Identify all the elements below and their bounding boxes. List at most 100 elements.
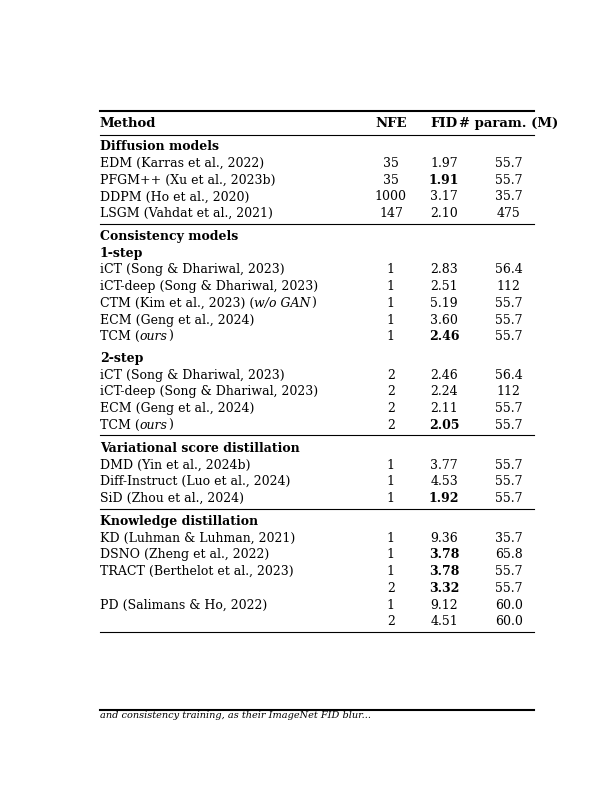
Text: 35: 35 <box>383 173 399 186</box>
Text: 55.7: 55.7 <box>495 475 523 488</box>
Text: 2.11: 2.11 <box>430 402 458 416</box>
Text: 1-step: 1-step <box>100 247 143 260</box>
Text: 35: 35 <box>383 157 399 170</box>
Text: TCM (: TCM ( <box>100 419 140 432</box>
Text: 3.78: 3.78 <box>429 548 459 561</box>
Text: 4.53: 4.53 <box>430 475 458 488</box>
Text: # param. (M): # param. (M) <box>459 117 558 130</box>
Text: EDM (Karras et al., 2022): EDM (Karras et al., 2022) <box>100 157 264 170</box>
Text: 2.46: 2.46 <box>429 330 460 343</box>
Text: Knowledge distillation: Knowledge distillation <box>100 515 258 528</box>
Text: 2.46: 2.46 <box>430 369 458 382</box>
Text: Diffusion models: Diffusion models <box>100 140 219 153</box>
Text: 9.36: 9.36 <box>430 531 458 544</box>
Text: 3.32: 3.32 <box>429 582 459 595</box>
Text: 55.7: 55.7 <box>495 157 523 170</box>
Text: and consistency training, as their ImageNet FID blur...: and consistency training, as their Image… <box>100 711 371 720</box>
Text: TCM (: TCM ( <box>100 330 140 343</box>
Text: Variational score distillation: Variational score distillation <box>100 441 300 455</box>
Text: 35.7: 35.7 <box>495 190 523 203</box>
Text: 1: 1 <box>387 492 395 505</box>
Text: 55.7: 55.7 <box>495 402 523 416</box>
Text: 2.10: 2.10 <box>430 207 458 220</box>
Text: 56.4: 56.4 <box>495 369 523 382</box>
Text: 2.83: 2.83 <box>430 263 458 276</box>
Text: ECM (Geng et al., 2024): ECM (Geng et al., 2024) <box>100 402 254 416</box>
Text: 9.12: 9.12 <box>430 599 458 612</box>
Text: 65.8: 65.8 <box>495 548 523 561</box>
Text: 55.7: 55.7 <box>495 565 523 578</box>
Text: 35.7: 35.7 <box>495 531 523 544</box>
Text: 1: 1 <box>387 565 395 578</box>
Text: w/o GAN: w/o GAN <box>254 297 311 310</box>
Text: 3.60: 3.60 <box>430 313 458 326</box>
Text: DMD (Yin et al., 2024b): DMD (Yin et al., 2024b) <box>100 458 250 471</box>
Text: 1.92: 1.92 <box>429 492 460 505</box>
Text: 1: 1 <box>387 263 395 276</box>
Text: ours: ours <box>140 419 167 432</box>
Text: ours: ours <box>140 330 167 343</box>
Text: 1: 1 <box>387 548 395 561</box>
Text: ): ) <box>311 297 316 310</box>
Text: 1: 1 <box>387 280 395 293</box>
Text: 55.7: 55.7 <box>495 173 523 186</box>
Text: 2: 2 <box>387 386 395 399</box>
Text: 2-step: 2-step <box>100 352 143 365</box>
Text: 55.7: 55.7 <box>495 297 523 310</box>
Text: CTM (Kim et al., 2023) (: CTM (Kim et al., 2023) ( <box>100 297 254 310</box>
Text: iCT-deep (Song & Dhariwal, 2023): iCT-deep (Song & Dhariwal, 2023) <box>100 386 318 399</box>
Text: ): ) <box>167 330 172 343</box>
Text: 3.17: 3.17 <box>430 190 458 203</box>
Text: 55.7: 55.7 <box>495 313 523 326</box>
Text: 60.0: 60.0 <box>495 599 523 612</box>
Text: 1: 1 <box>387 313 395 326</box>
Text: LSGM (Vahdat et al., 2021): LSGM (Vahdat et al., 2021) <box>100 207 273 220</box>
Text: NFE: NFE <box>375 117 406 130</box>
Text: ): ) <box>167 419 172 432</box>
Text: 1.91: 1.91 <box>429 173 460 186</box>
Text: 2: 2 <box>387 402 395 416</box>
Text: 1000: 1000 <box>375 190 407 203</box>
Text: 56.4: 56.4 <box>495 263 523 276</box>
Text: 2: 2 <box>387 419 395 432</box>
Text: 2.24: 2.24 <box>430 386 458 399</box>
Text: 112: 112 <box>496 386 521 399</box>
Text: 55.7: 55.7 <box>495 330 523 343</box>
Text: 55.7: 55.7 <box>495 582 523 595</box>
Text: TRACT (Berthelot et al., 2023): TRACT (Berthelot et al., 2023) <box>100 565 293 578</box>
Text: 1: 1 <box>387 599 395 612</box>
Text: iCT (Song & Dhariwal, 2023): iCT (Song & Dhariwal, 2023) <box>100 369 284 382</box>
Text: 55.7: 55.7 <box>495 419 523 432</box>
Text: 1: 1 <box>387 297 395 310</box>
Text: 3.77: 3.77 <box>430 458 458 471</box>
Text: 147: 147 <box>379 207 403 220</box>
Text: 3.78: 3.78 <box>429 565 459 578</box>
Text: Method: Method <box>100 117 156 130</box>
Text: 2: 2 <box>387 369 395 382</box>
Text: Consistency models: Consistency models <box>100 230 238 243</box>
Text: iCT (Song & Dhariwal, 2023): iCT (Song & Dhariwal, 2023) <box>100 263 284 276</box>
Text: 60.0: 60.0 <box>495 616 523 629</box>
Text: PFGM++ (Xu et al., 2023b): PFGM++ (Xu et al., 2023b) <box>100 173 275 186</box>
Text: 1: 1 <box>387 531 395 544</box>
Text: 2: 2 <box>387 582 395 595</box>
Text: 1: 1 <box>387 475 395 488</box>
Text: 2.51: 2.51 <box>430 280 458 293</box>
Text: 2: 2 <box>387 616 395 629</box>
Text: 4.51: 4.51 <box>430 616 458 629</box>
Text: 1.97: 1.97 <box>430 157 458 170</box>
Text: ECM (Geng et al., 2024): ECM (Geng et al., 2024) <box>100 313 254 326</box>
Text: 1: 1 <box>387 330 395 343</box>
Text: iCT-deep (Song & Dhariwal, 2023): iCT-deep (Song & Dhariwal, 2023) <box>100 280 318 293</box>
Text: SiD (Zhou et al., 2024): SiD (Zhou et al., 2024) <box>100 492 244 505</box>
Text: FID: FID <box>430 117 458 130</box>
Text: DDPM (Ho et al., 2020): DDPM (Ho et al., 2020) <box>100 190 249 203</box>
Text: 55.7: 55.7 <box>495 492 523 505</box>
Text: 475: 475 <box>497 207 520 220</box>
Text: 2.05: 2.05 <box>429 419 460 432</box>
Text: 1: 1 <box>387 458 395 471</box>
Text: 55.7: 55.7 <box>495 458 523 471</box>
Text: PD (Salimans & Ho, 2022): PD (Salimans & Ho, 2022) <box>100 599 267 612</box>
Text: 112: 112 <box>496 280 521 293</box>
Text: 5.19: 5.19 <box>430 297 458 310</box>
